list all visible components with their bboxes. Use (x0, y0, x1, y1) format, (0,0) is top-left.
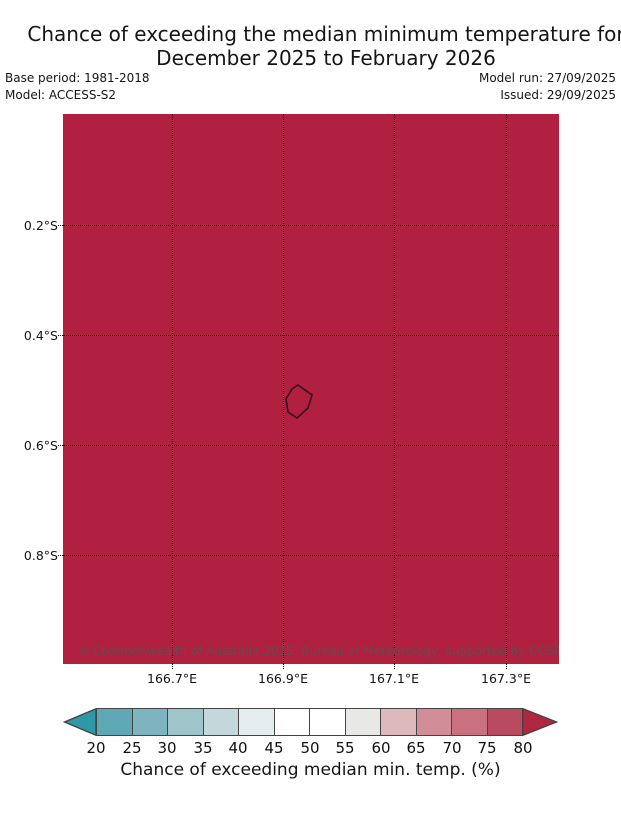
x-tick-mark (172, 664, 173, 669)
model-text: Model: ACCESS-S2 (5, 88, 117, 102)
colorbar-tick-20: 20 (86, 739, 106, 757)
nauru-island-polygon (285, 384, 313, 420)
x-tick-mark (283, 664, 284, 669)
colorbar-segment-55-60 (345, 709, 381, 735)
meta-left: Base period: 1981-2018 Model: ACCESS-S2 (5, 70, 150, 104)
x-tick-label-167.1E: 167.1°E (369, 671, 419, 686)
colorbar-segment-35-40 (203, 709, 239, 735)
colorbar-under-arrow-icon (63, 708, 96, 736)
colorbar-tick-60: 60 (371, 739, 391, 757)
gridline-vertical-167.3E (506, 114, 507, 664)
issued-text: Issued: 29/09/2025 (500, 88, 616, 102)
colorbar-tick-50: 50 (300, 739, 320, 757)
y-tick-mark (58, 225, 63, 226)
colorbar-segment-65-70 (416, 709, 452, 735)
attribution-text: © Commonwealth of Australia 2025, Bureau… (77, 644, 559, 658)
figure-title-line2: December 2025 to February 2026 (156, 46, 496, 70)
y-tick-mark (58, 445, 63, 446)
gridline-horizontal-0.8S (63, 555, 559, 556)
y-tick-mark (58, 335, 63, 336)
colorbar-segment-70-75 (452, 709, 488, 735)
colorbar-segment-20-25 (97, 709, 133, 735)
y-tick-label-0.4S: 0.4°S (23, 328, 58, 343)
colorbar-segment-75-80 (487, 709, 522, 735)
figure-title-line1: Chance of exceeding the median minimum t… (27, 22, 621, 46)
x-tick-mark (506, 664, 507, 669)
colorbar-caption: Chance of exceeding median min. temp. (%… (120, 760, 501, 780)
x-tick-label-166.7E: 166.7°E (147, 671, 197, 686)
colorbar-tick-30: 30 (157, 739, 177, 757)
gridline-horizontal-0.2S (63, 225, 559, 226)
y-tick-label-0.8S: 0.8°S (23, 548, 58, 563)
colorbar-segment-45-50 (274, 709, 310, 735)
colorbar-over-arrow-shape (523, 708, 558, 736)
colorbar-over-arrow-icon (523, 708, 558, 736)
y-tick-label-0.6S: 0.6°S (23, 438, 58, 453)
colorbar-segment-50-55 (310, 709, 346, 735)
colorbar-tick-80: 80 (513, 739, 533, 757)
colorbar-tick-40: 40 (228, 739, 248, 757)
x-tick-label-166.9E: 166.9°E (258, 671, 308, 686)
colorbar-tick-25: 25 (122, 739, 142, 757)
meta-right: Model run: 27/09/2025 Issued: 29/09/2025 (479, 70, 616, 104)
colorbar-segment-30-35 (168, 709, 204, 735)
colorbar-segments (96, 708, 523, 736)
x-tick-label-167.3E: 167.3°E (481, 671, 531, 686)
gridline-vertical-166.7E (172, 114, 173, 664)
figure-title: Chance of exceeding the median minimum t… (27, 22, 621, 70)
nauru-island-outline (285, 384, 313, 420)
colorbar-segment-60-65 (381, 709, 417, 735)
model-run-text: Model run: 27/09/2025 (478, 71, 616, 85)
colorbar-under-arrow-shape (63, 708, 96, 736)
gridline-vertical-166.9E (283, 114, 284, 664)
map-plot: © Commonwealth of Australia 2025, Bureau… (63, 114, 559, 664)
gridline-horizontal-0.4S (63, 335, 559, 336)
gridline-vertical-167.1E (394, 114, 395, 664)
base-period-text: Base period: 1981-2018 (5, 71, 150, 85)
x-tick-mark (394, 664, 395, 669)
colorbar-tick-45: 45 (264, 739, 284, 757)
colorbar-tick-35: 35 (193, 739, 213, 757)
y-tick-label-0.2S: 0.2°S (23, 218, 58, 233)
colorbar-tick-75: 75 (477, 739, 497, 757)
colorbar-segment-40-45 (239, 709, 275, 735)
colorbar-tick-70: 70 (442, 739, 462, 757)
y-tick-mark (58, 555, 63, 556)
colorbar-tick-65: 65 (406, 739, 426, 757)
colorbar (63, 708, 558, 736)
colorbar-segment-25-30 (132, 709, 168, 735)
colorbar-tick-55: 55 (335, 739, 355, 757)
gridline-horizontal-0.6S (63, 445, 559, 446)
